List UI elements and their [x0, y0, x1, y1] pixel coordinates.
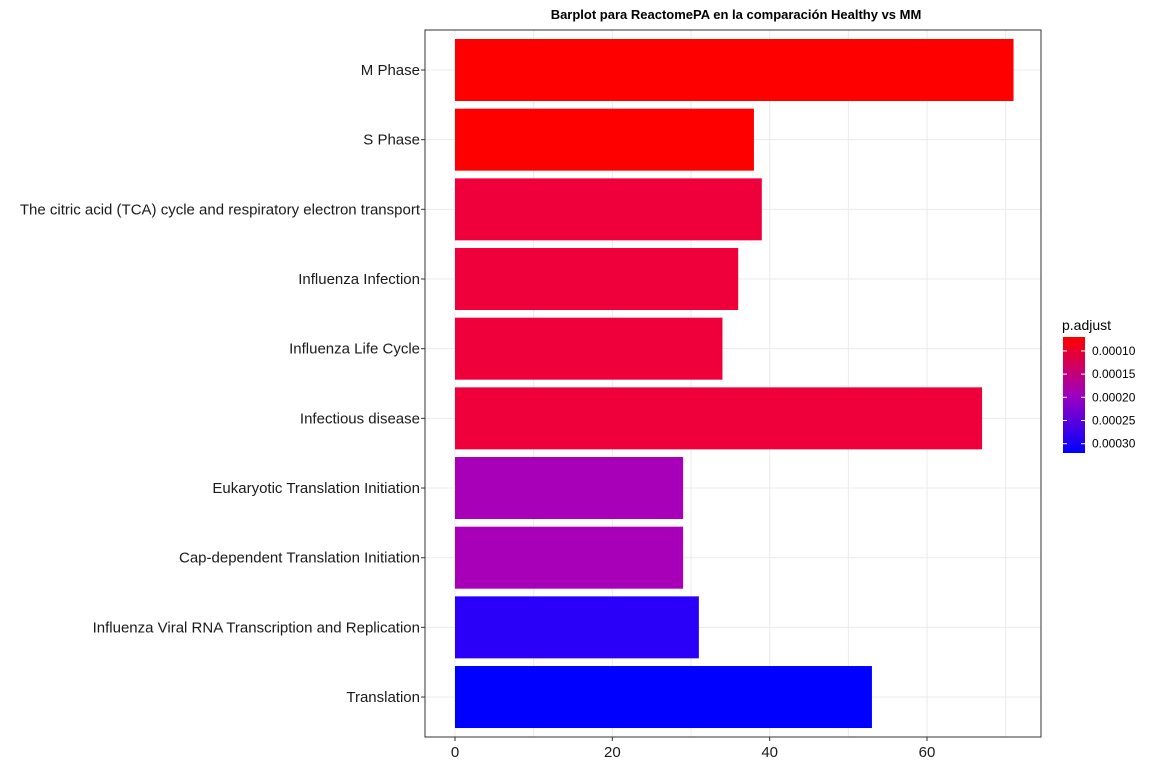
legend-title: p.adjust — [1062, 317, 1111, 333]
x-axis: 0 20 40 60 — [451, 737, 936, 761]
category-label: Influenza Infection — [298, 271, 420, 288]
legend-label: 0.00020 — [1092, 390, 1136, 404]
bar — [455, 387, 983, 450]
x-tick-label: 60 — [919, 744, 936, 761]
bar — [455, 39, 1014, 101]
category-label: Infectious disease — [300, 410, 420, 427]
category-label: Translation — [346, 689, 420, 706]
panel-border — [424, 29, 1042, 738]
bar — [455, 666, 872, 729]
bar — [455, 108, 754, 171]
category-label: Eukaryotic Translation Initiation — [212, 480, 420, 497]
category-label: S Phase — [363, 132, 420, 149]
bar — [455, 526, 684, 589]
category-label: M Phase — [361, 62, 420, 79]
category-label: Influenza Viral RNA Transcription and Re… — [93, 619, 420, 636]
bar — [455, 317, 723, 380]
legend-label: 0.00010 — [1092, 344, 1136, 358]
bar — [455, 248, 739, 311]
bar — [455, 457, 684, 520]
category-label: Influenza Life Cycle — [289, 341, 420, 358]
x-tick-label: 20 — [604, 744, 621, 761]
legend-label: 0.00030 — [1092, 437, 1136, 451]
legend-ticks: 0.00010 0.00015 0.00020 0.00025 0.00030 — [1063, 344, 1136, 451]
category-label: The citric acid (TCA) cycle and respirat… — [20, 201, 421, 218]
legend-colorbar — [1063, 337, 1085, 453]
x-tick-label: 0 — [451, 744, 459, 761]
chart-title: Barplot para ReactomePA en la comparació… — [551, 7, 922, 22]
legend-label: 0.00015 — [1092, 367, 1136, 381]
legend-label: 0.00025 — [1092, 414, 1136, 428]
bars — [455, 39, 1014, 729]
x-tick-label: 40 — [761, 744, 778, 761]
category-labels: M Phase S Phase The citric acid (TCA) cycl… — [20, 62, 425, 706]
category-label: Cap-dependent Translation Initiation — [179, 550, 420, 567]
legend: p.adjust 0.000100.000150.000200.000250.0… — [1062, 317, 1136, 453]
bar — [455, 178, 762, 241]
bar — [455, 596, 699, 659]
